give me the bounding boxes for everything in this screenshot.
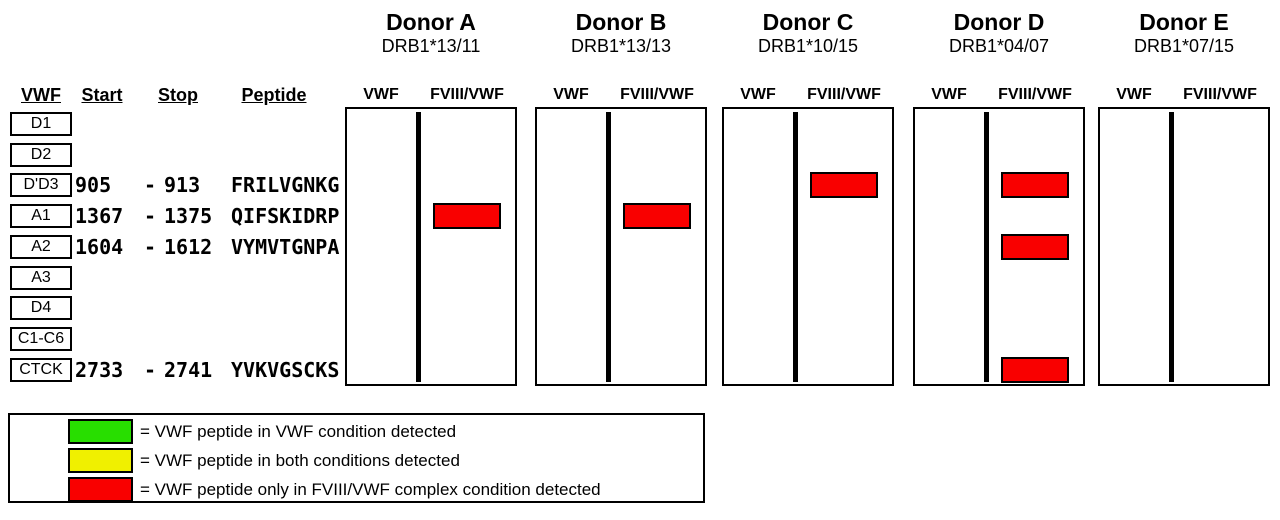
range-dash: - — [143, 173, 157, 197]
vwf-lane-line — [984, 112, 989, 382]
lane-header-vwf: VWF — [553, 86, 589, 103]
donor-panel — [345, 107, 517, 386]
table-col-header-start: Start — [81, 85, 123, 105]
donor-hla-type: DRB1*04/07 — [948, 36, 1050, 56]
vwf-lane-line — [1169, 112, 1174, 382]
start-value: 1604 — [75, 235, 124, 259]
lane-header-fviii-vwf: FVIII/VWF — [998, 86, 1072, 103]
legend-swatch-both-conditions — [68, 448, 133, 473]
stop-value: 1375 — [164, 204, 213, 228]
lane-header-fviii-vwf: FVIII/VWF — [807, 86, 881, 103]
domain-box: D4 — [10, 296, 72, 320]
domain-box: C1-C6 — [10, 327, 72, 351]
start-value: 2733 — [75, 358, 124, 382]
vwf-lane-line — [606, 112, 611, 382]
domain-box: A2 — [10, 235, 72, 259]
detected-peptide-box — [810, 172, 878, 198]
stop-value: 913 — [164, 173, 201, 197]
legend-swatch-vwf-condition — [68, 419, 133, 444]
domain-box: D'D3 — [10, 173, 72, 197]
donor-panel — [1098, 107, 1270, 386]
donor-title: Donor A — [386, 9, 476, 35]
lane-header-vwf: VWF — [931, 86, 967, 103]
donor-title: Donor B — [575, 9, 667, 35]
domain-box: A3 — [10, 266, 72, 290]
start-value: 905 — [75, 173, 112, 197]
detected-peptide-box — [1001, 357, 1069, 383]
peptide-value: YVKVGSCKS — [231, 358, 340, 382]
detected-peptide-box — [1001, 172, 1069, 198]
domain-box: CTCK — [10, 358, 72, 382]
donor-header: Donor C DRB1*10/15 — [702, 10, 914, 60]
domain-box: A1 — [10, 204, 72, 228]
donor-header: Donor E DRB1*07/15 — [1078, 10, 1280, 60]
legend-label: = VWF peptide in VWF condition detected — [140, 422, 457, 441]
table-col-header-stop: Stop — [158, 85, 198, 105]
peptide-value: QIFSKIDRP — [231, 204, 340, 228]
lane-header-vwf: VWF — [1116, 86, 1152, 103]
domain-box: D2 — [10, 143, 72, 167]
donor-header: Donor A DRB1*13/11 — [325, 10, 537, 60]
donor-header: Donor B DRB1*13/13 — [515, 10, 727, 60]
range-dash: - — [143, 204, 157, 228]
detected-peptide-box — [433, 203, 501, 229]
legend-swatch-fviii-vwf-complex — [68, 477, 133, 502]
lane-header-fviii-vwf: FVIII/VWF — [1183, 86, 1257, 103]
legend-label: = VWF peptide in both conditions detecte… — [140, 451, 460, 470]
lane-header-fviii-vwf: FVIII/VWF — [430, 86, 504, 103]
peptide-value: FRILVGNKG — [231, 173, 340, 197]
peptide-value: VYMVTGNPA — [231, 235, 340, 259]
donor-hla-type: DRB1*13/11 — [381, 36, 481, 56]
start-value: 1367 — [75, 204, 124, 228]
donor-panel — [722, 107, 894, 386]
range-dash: - — [143, 358, 157, 382]
domain-box: D1 — [10, 112, 72, 136]
stop-value: 2741 — [164, 358, 213, 382]
lane-header-fviii-vwf: FVIII/VWF — [620, 86, 694, 103]
donor-panel — [535, 107, 707, 386]
lane-header-vwf: VWF — [740, 86, 776, 103]
donor-title: Donor E — [1139, 9, 1229, 35]
table-col-header-peptide: Peptide — [241, 85, 307, 105]
range-dash: - — [143, 235, 157, 259]
donor-title: Donor C — [762, 9, 854, 35]
vwf-lane-line — [416, 112, 421, 382]
detected-peptide-box — [623, 203, 691, 229]
legend-label: = VWF peptide only in FVIII/VWF complex … — [140, 480, 601, 499]
donor-header: Donor D DRB1*04/07 — [893, 10, 1105, 60]
vwf-lane-line — [793, 112, 798, 382]
donor-hla-type: DRB1*10/15 — [757, 36, 859, 56]
table-col-header-vwf: VWF — [21, 85, 61, 105]
donor-hla-type: DRB1*13/13 — [570, 36, 672, 56]
lane-header-vwf: VWF — [363, 86, 399, 103]
donor-hla-type: DRB1*07/15 — [1133, 36, 1235, 56]
stop-value: 1612 — [164, 235, 213, 259]
detected-peptide-box — [1001, 234, 1069, 260]
donor-title: Donor D — [953, 9, 1045, 35]
